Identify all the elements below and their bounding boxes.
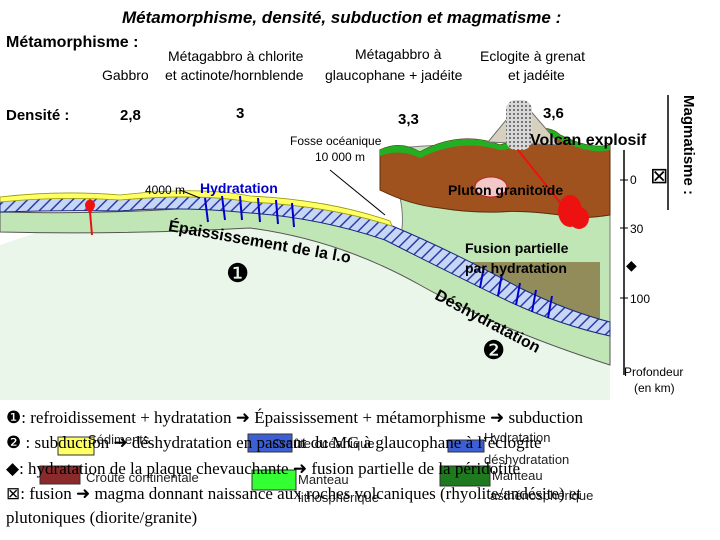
marker-2: ❷: [482, 335, 506, 365]
chlorite-label-1: Métagabbro à chlorite: [168, 48, 304, 64]
note-line-3: ◆: hydratation de la plaque chevauchante…: [6, 459, 520, 478]
eclogite-label-2: et jadéite: [508, 67, 565, 83]
depth-tick-label: 0: [630, 173, 637, 187]
legend-oceanic-swatch: [247, 433, 293, 453]
legend-sediments: Sédiments: [88, 432, 150, 447]
density-value: 2,8: [120, 107, 141, 124]
partial-melt-label-1: Fusion partielle: [465, 240, 569, 256]
ash-cloud: [506, 100, 532, 150]
legend-continental-swatch: [39, 465, 81, 485]
eclogite-label-1: Eclogite à grenat: [480, 48, 586, 64]
density-value: 3,3: [398, 111, 419, 128]
legend-hydration-2: déshydratation: [484, 452, 570, 467]
glaucophane-label-1: Métagabbro à: [355, 46, 442, 62]
note-line-4: ⊠: fusion ➜ magma donnant naissance aux …: [6, 484, 582, 503]
density-header: Densité :: [6, 107, 70, 124]
legend-asthenospheric-1: Manteau: [492, 468, 543, 483]
asthenospheric-mantle: [0, 205, 610, 400]
partial-melt-label-2: par hydratation: [465, 260, 567, 276]
note-line-1: ❶: refroidissement + hydratation ➜ Épais…: [6, 408, 584, 427]
cross-marker: ⊠: [650, 163, 669, 188]
trench-label-2: 10 000 m: [315, 150, 366, 164]
legend-asthenospheric-2: asthénosphérique: [490, 488, 594, 503]
legend-lithospheric-2: lithosphérique: [298, 490, 379, 505]
sediments: [0, 190, 393, 227]
legend-continental-crust: Croûte continentale: [86, 470, 199, 485]
legend-sediments-swatch: [57, 436, 95, 456]
legend-hydration-1: Hydratation: [484, 430, 551, 445]
trench-label-1: Fosse océanique: [290, 134, 382, 148]
diamond-marker: ◆: [626, 257, 637, 273]
legend-lithospheric-swatch: [251, 469, 297, 491]
legend-asthenospheric-swatch: [439, 465, 491, 487]
depth-tick-label: 30: [630, 222, 644, 236]
density-value: 3,6: [543, 105, 564, 122]
chlorite-label-2: et actinote/hornblende: [165, 67, 304, 83]
gabbro-label: Gabbro: [102, 67, 149, 83]
legend-hydration-swatch: [447, 439, 485, 453]
ridge-magma: [85, 198, 95, 236]
pluton: [474, 176, 508, 198]
depth-title-1: Profondeur: [624, 365, 684, 379]
volcano-label: Volcan explosif: [530, 132, 647, 149]
dehydration-arrows: [479, 265, 553, 319]
note-line-5: plutoniques (diorite/granite): [6, 508, 198, 527]
density-value: 3: [236, 105, 245, 122]
glaucophane-label-2: glaucophane + jadéite: [325, 67, 463, 83]
metamorphism-header: Métamorphisme :: [6, 34, 139, 51]
marker-1: ❶: [226, 258, 250, 288]
depth-tick-label: 100: [630, 292, 651, 306]
magmatism-label: Magmatisme :: [680, 95, 697, 196]
legend-oceanic-crust: Croûte océanique: [272, 436, 375, 451]
hydration-arrows: [204, 195, 295, 228]
pluton-label: Pluton granitoïde: [448, 182, 564, 198]
depth-4000-label: 4000 m: [145, 183, 186, 197]
hydration-label: Hydratation: [200, 180, 278, 196]
diagram-title: Métamorphisme, densité, subduction et ma…: [122, 8, 562, 27]
legend-lithospheric-1: Manteau: [298, 472, 349, 487]
note-line-2: ❷ : subduction ➜ déshydratation en passa…: [6, 433, 542, 452]
depth-title-2: (en km): [634, 381, 675, 395]
